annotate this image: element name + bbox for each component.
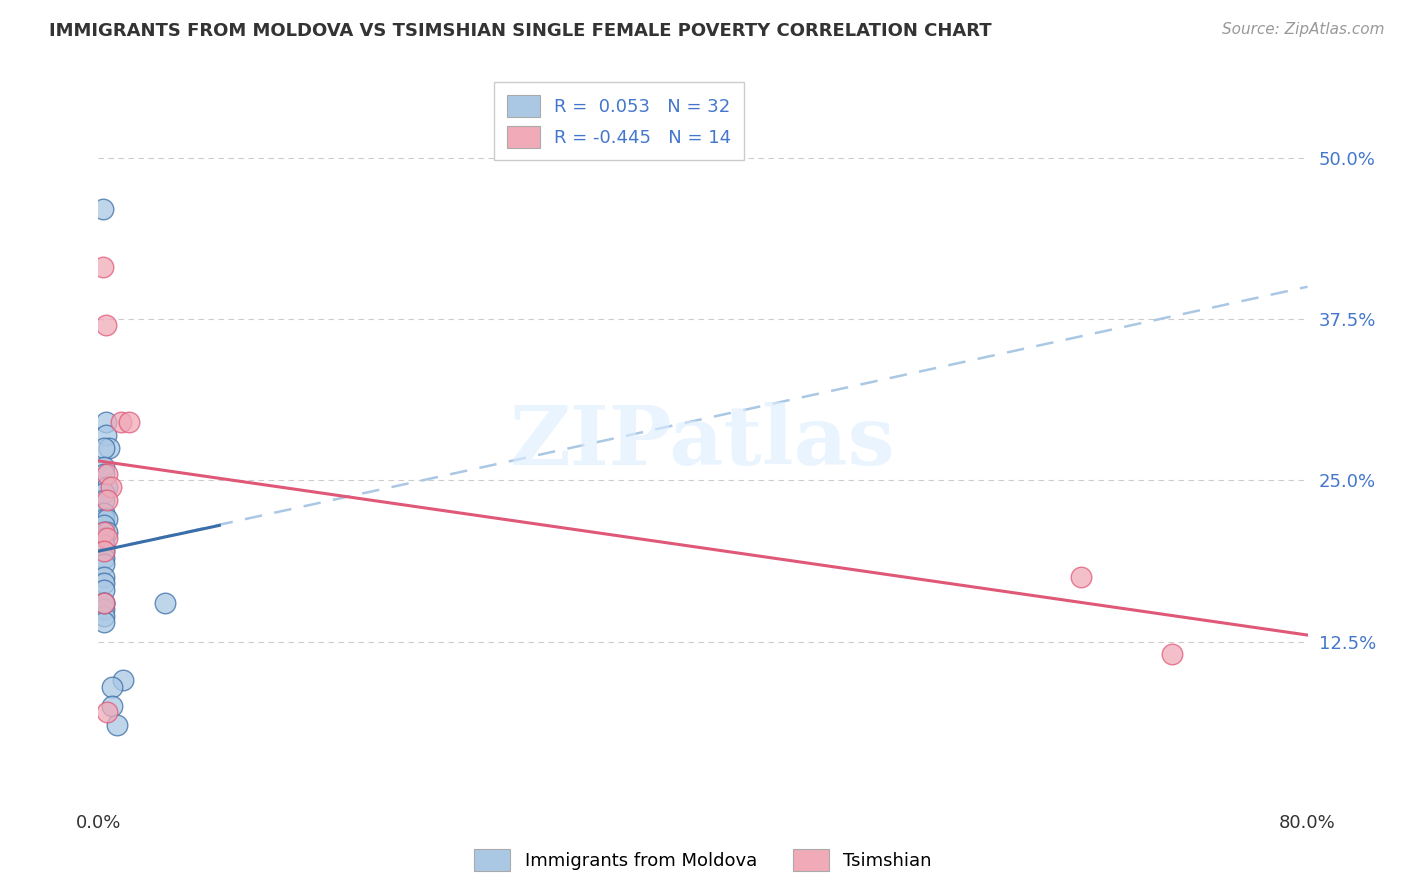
Point (93, 506, 115, 520)
Point (93, 492, 115, 507)
Point (91, 260, 114, 275)
Point (93, 582, 115, 597)
Point (110, 415, 132, 429)
Point (93, 524, 115, 539)
Point (93, 544, 115, 558)
Point (111, 673, 134, 688)
Point (105, 718, 128, 732)
Point (93, 576, 115, 591)
Point (93, 518, 115, 533)
Point (93, 512, 115, 526)
Point (118, 415, 141, 429)
Point (93, 524, 115, 539)
Point (96, 467, 118, 481)
Point (96, 706, 118, 720)
Text: Source: ZipAtlas.com: Source: ZipAtlas.com (1222, 22, 1385, 37)
Point (93, 608, 115, 623)
Point (91, 202, 114, 217)
Point (1070, 570, 1092, 584)
Point (93, 602, 115, 616)
Point (93, 486, 115, 500)
Point (93, 441, 115, 455)
Legend: Immigrants from Moldova, Tsimshian: Immigrants from Moldova, Tsimshian (467, 842, 939, 879)
Point (100, 480, 122, 494)
Point (93, 550, 115, 565)
Point (93, 531, 115, 545)
Point (93, 467, 115, 481)
Point (93, 596, 115, 610)
Point (96, 492, 118, 507)
Text: ZIPatlas: ZIPatlas (510, 401, 896, 482)
Point (94, 415, 117, 429)
Point (94, 318, 117, 333)
Point (93, 596, 115, 610)
Point (93, 544, 115, 558)
Point (96, 524, 118, 539)
Legend: R =  0.053   N = 32, R = -0.445   N = 14: R = 0.053 N = 32, R = -0.445 N = 14 (495, 82, 744, 161)
Point (96, 480, 118, 494)
Point (101, 680, 124, 694)
Point (153, 596, 176, 610)
Point (94, 428, 117, 442)
Point (93, 538, 115, 552)
Point (93, 570, 115, 584)
Text: IMMIGRANTS FROM MOLDOVA VS TSIMSHIAN SINGLE FEMALE POVERTY CORRELATION CHART: IMMIGRANTS FROM MOLDOVA VS TSIMSHIAN SIN… (49, 22, 991, 40)
Point (93, 615, 115, 630)
Point (98, 441, 121, 455)
Point (101, 699, 124, 714)
Point (96, 512, 118, 526)
Point (93, 596, 115, 610)
Point (93, 557, 115, 571)
Point (96, 531, 118, 545)
Point (1160, 648, 1182, 662)
Point (93, 460, 115, 475)
